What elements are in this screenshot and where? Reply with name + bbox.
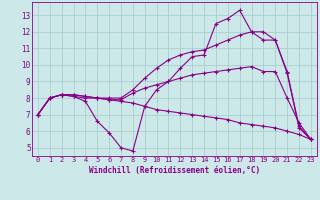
X-axis label: Windchill (Refroidissement éolien,°C): Windchill (Refroidissement éolien,°C) [89,166,260,175]
